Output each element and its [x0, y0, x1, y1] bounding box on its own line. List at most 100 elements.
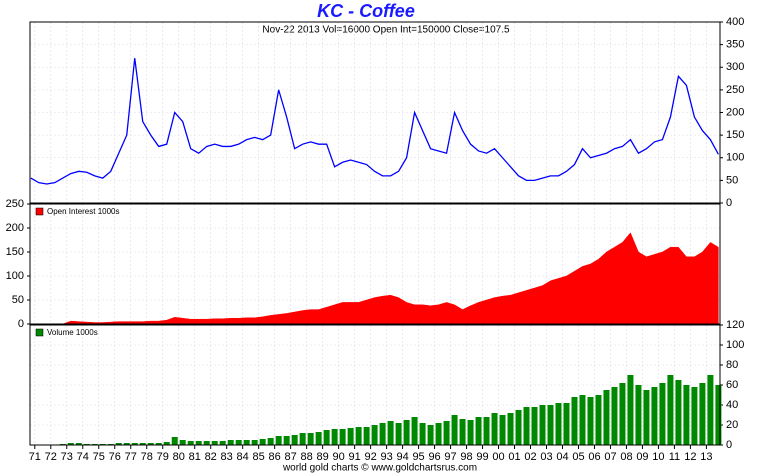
y-tick-label: 150	[726, 129, 744, 141]
volume-bar	[307, 433, 314, 445]
x-tick-label: 78	[141, 451, 153, 463]
x-tick-label: 75	[93, 451, 105, 463]
y-tick-label: 0	[726, 197, 732, 209]
x-tick-label: 98	[460, 451, 472, 463]
volume-bar	[195, 441, 202, 445]
x-tick-label: 13	[700, 451, 712, 463]
volume-bar	[243, 440, 250, 445]
volume-bar	[491, 413, 498, 445]
y-tick-label: 60	[726, 379, 738, 391]
volume-bar	[147, 443, 154, 445]
volume-bar	[139, 443, 146, 445]
volume-bar	[275, 436, 282, 445]
volume-bar	[187, 441, 194, 445]
footer: world gold charts © www.goldchartsrus.co…	[282, 463, 477, 474]
volume-bar	[411, 417, 418, 445]
price-line	[30, 58, 719, 185]
volume-bar	[499, 415, 506, 445]
y-tick-label: 120	[726, 319, 744, 331]
volume-bar	[155, 443, 162, 445]
legend-swatch	[35, 328, 44, 337]
volume-bar	[251, 440, 258, 445]
x-tick-label: 03	[540, 451, 552, 463]
x-tick-label: 86	[269, 451, 281, 463]
chart-title: KC - Coffee	[317, 1, 415, 21]
x-tick-label: 04	[556, 451, 568, 463]
volume-bar	[459, 419, 466, 445]
panel-frame	[29, 203, 721, 325]
y-tick-label: 200	[726, 106, 744, 118]
x-tick-label: 92	[364, 451, 376, 463]
volume-bar	[443, 421, 450, 445]
x-tick-label: 85	[253, 451, 265, 463]
x-tick-label: 06	[588, 451, 600, 463]
y-tick-label: 50	[12, 294, 24, 306]
x-tick-label: 02	[524, 451, 536, 463]
volume-bar	[171, 437, 178, 445]
y-tick-label: 40	[726, 399, 738, 411]
volume-bar	[539, 405, 546, 445]
x-tick-label: 89	[317, 451, 329, 463]
volume-bar	[379, 423, 386, 445]
open-interest-area	[30, 232, 719, 325]
y-tick-label: 350	[726, 39, 744, 51]
volume-bar	[643, 390, 650, 445]
x-tick-label: 72	[45, 451, 57, 463]
volume-bar	[635, 385, 642, 445]
x-tick-label: 79	[157, 451, 169, 463]
x-tick-label: 77	[125, 451, 137, 463]
y-tick-label: 50	[726, 174, 738, 186]
volume-bar	[323, 430, 330, 445]
volume-bar	[75, 443, 82, 445]
volume-bar	[435, 423, 442, 445]
volume-bar	[363, 427, 370, 445]
volume-bar	[267, 438, 274, 445]
volume-bar	[563, 403, 570, 445]
volume-bar	[203, 441, 210, 445]
volume-bar	[339, 429, 346, 445]
y-tick-label: 0	[18, 318, 24, 330]
x-tick-label: 00	[492, 451, 504, 463]
volume-bar	[395, 423, 402, 445]
volume-bar	[259, 439, 266, 445]
volume-bar	[555, 403, 562, 445]
volume-bar	[659, 383, 666, 445]
volume-bar	[571, 397, 578, 445]
y-tick-label: 250	[726, 84, 744, 96]
legend-label: Open Interest 1000s	[47, 207, 120, 216]
volume-bar	[347, 428, 354, 445]
volume-bar	[387, 421, 394, 445]
volume-bar	[451, 415, 458, 445]
volume-bar	[331, 429, 338, 445]
volume-bar	[403, 420, 410, 445]
x-tick-label: 71	[29, 451, 41, 463]
volume-bar	[355, 427, 362, 445]
x-tick-label: 84	[237, 451, 249, 463]
volume-bar	[691, 387, 698, 445]
x-tick-label: 76	[109, 451, 121, 463]
x-tick-label: 83	[221, 451, 233, 463]
volume-bar	[595, 395, 602, 445]
y-tick-label: 100	[726, 152, 744, 164]
volume-bar	[715, 385, 722, 445]
volume-bar	[587, 397, 594, 445]
x-tick-label: 96	[428, 451, 440, 463]
x-tick-label: 80	[173, 451, 185, 463]
x-tick-label: 88	[301, 451, 313, 463]
x-tick-label: 87	[285, 451, 297, 463]
x-tick-label: 07	[604, 451, 616, 463]
volume-bar	[371, 425, 378, 445]
volume-bar	[523, 407, 530, 445]
y-tick-label: 100	[6, 270, 24, 282]
volume-bar	[579, 395, 586, 445]
volume-bar	[547, 405, 554, 445]
volume-bar	[707, 375, 714, 445]
x-tick-label: 74	[77, 451, 89, 463]
y-tick-label: 80	[726, 359, 738, 371]
volume-bar	[675, 380, 682, 445]
volume-bar	[67, 443, 74, 445]
x-tick-label: 12	[684, 451, 696, 463]
volume-bar	[227, 440, 234, 445]
volume-bar	[667, 375, 674, 445]
volume-bar	[315, 432, 322, 445]
